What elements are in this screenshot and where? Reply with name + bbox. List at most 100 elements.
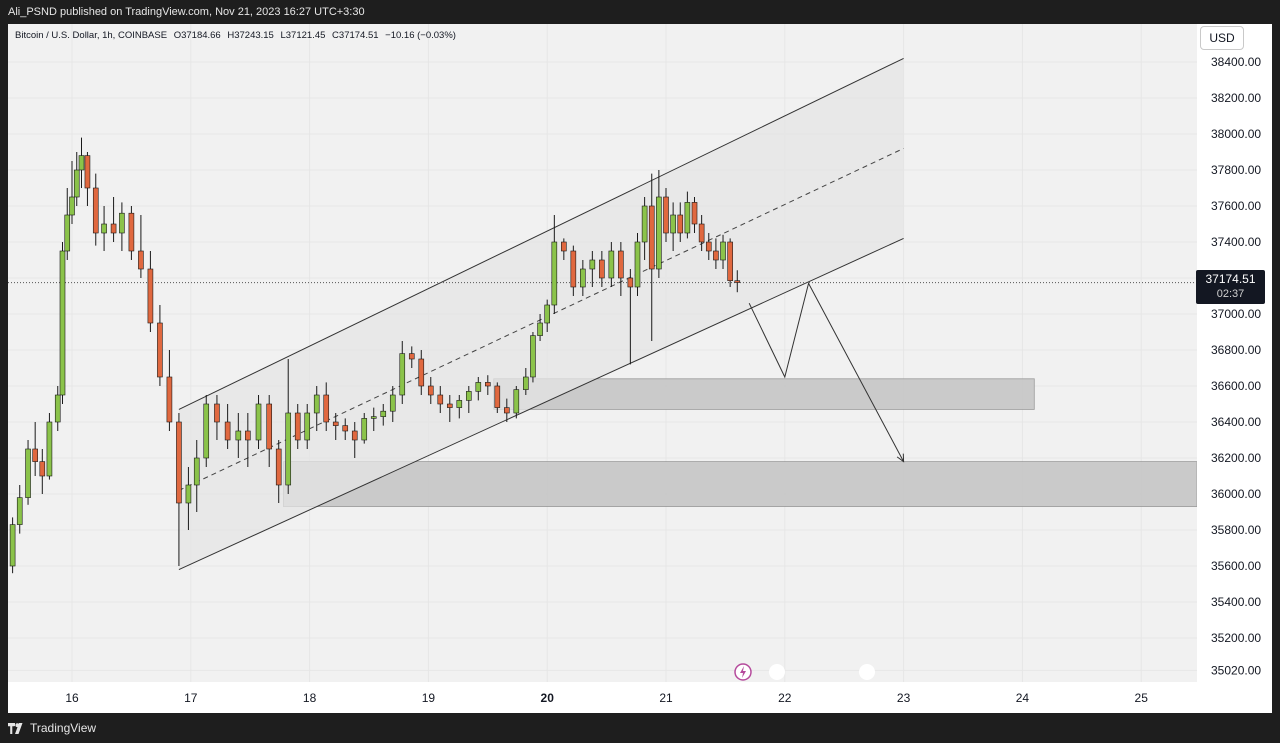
price-tick-label: 35020.00 — [1211, 663, 1261, 677]
legend-high: H37243.15 — [227, 30, 274, 41]
candle-body-up — [185, 484, 192, 504]
candle — [530, 332, 536, 383]
price-tick-label: 37000.00 — [1211, 307, 1261, 321]
candles — [9, 137, 741, 574]
candle-body-up — [380, 410, 387, 417]
candle — [342, 418, 349, 440]
candle-body-down — [275, 448, 282, 486]
tradingview-logo-icon — [8, 722, 26, 734]
legend-close: C37174.51 — [332, 30, 379, 41]
candle — [147, 251, 154, 332]
candle-body-up — [193, 457, 200, 486]
candle-body-up — [389, 394, 396, 412]
event-markers — [734, 663, 875, 681]
candle-body-down — [677, 214, 684, 234]
candle-body-up — [544, 304, 551, 324]
candle-body-down — [561, 241, 567, 252]
candle — [255, 395, 262, 449]
channel-upper-line — [178, 57, 904, 410]
candle — [427, 377, 434, 404]
chart-frame[interactable]: Bitcoin / U.S. Dollar, 1h, COINBASE O371… — [8, 24, 1272, 713]
candle-body-down — [408, 353, 415, 360]
candle-body-down — [224, 421, 231, 441]
candle — [648, 173, 655, 341]
candle-body-down — [110, 223, 117, 234]
time-axis[interactable]: 16 17 18 19 20 21 22 23 24 25 — [8, 682, 1197, 713]
candle — [475, 377, 482, 401]
candle-body-up — [370, 416, 377, 419]
price-tick-label: 37800.00 — [1211, 163, 1261, 177]
candle-body-up — [119, 212, 125, 234]
projection-arrowhead — [896, 453, 905, 463]
candle-body-down — [437, 394, 444, 405]
candle — [176, 413, 182, 566]
candle — [101, 206, 107, 251]
price-axis-labels: 38400.00 38200.00 38000.00 37800.00 37600.00… — [1211, 55, 1261, 677]
legend-low: L37121.45 — [280, 30, 326, 41]
candle — [618, 242, 624, 296]
candle-body-down — [84, 155, 91, 189]
candle-body-down — [627, 277, 634, 288]
price-tick-label: 38400.00 — [1211, 55, 1261, 69]
candle-body-down — [214, 403, 220, 423]
candle — [351, 422, 358, 458]
legend-change: −10.16 (−0.03%) — [385, 30, 456, 41]
candle — [73, 152, 80, 206]
candle — [59, 242, 66, 404]
candle-body-up — [59, 250, 66, 396]
candle — [128, 206, 135, 260]
price-axis[interactable]: 38400.00 38200.00 38000.00 37800.00 37600.00… — [1197, 24, 1272, 713]
price-tick-label: 38000.00 — [1211, 127, 1261, 141]
price-tick-label: 35200.00 — [1211, 631, 1261, 645]
candle — [193, 440, 200, 512]
candle — [214, 395, 220, 440]
plot-area[interactable]: Bitcoin / U.S. Dollar, 1h, COINBASE O371… — [8, 24, 1198, 682]
candle-body-down — [266, 403, 273, 450]
candle-body-up — [16, 497, 23, 525]
candle-body-up — [684, 202, 691, 234]
candle — [157, 305, 163, 386]
candle — [294, 404, 301, 449]
tradingview-brand[interactable]: TradingView — [8, 721, 96, 735]
time-tick-label: 18 — [303, 691, 317, 705]
currency-button[interactable]: USD — [1200, 26, 1244, 50]
publisher-line: Ali_PSND published on TradingView.com, N… — [8, 6, 365, 18]
candle-body-up — [720, 241, 726, 261]
brand-name: TradingView — [30, 721, 97, 735]
candle — [698, 215, 705, 251]
candle-body-down — [32, 448, 38, 462]
candle — [235, 413, 242, 458]
candle — [285, 359, 292, 494]
candle — [138, 215, 144, 278]
candle-body-up — [304, 412, 311, 441]
candle-body-up — [54, 394, 61, 423]
candle — [313, 386, 320, 431]
candle — [465, 386, 472, 413]
price-tick-label: 35600.00 — [1211, 559, 1261, 573]
candle — [627, 269, 634, 365]
publisher-bar: Ali_PSND published on TradingView.com, N… — [0, 0, 1280, 24]
candle-body-up — [641, 205, 648, 243]
candle-body-down — [705, 241, 712, 252]
candle-body-up — [235, 430, 242, 441]
candle-body-up — [551, 241, 558, 306]
candle — [380, 404, 387, 426]
candle-body-down — [663, 196, 669, 234]
candle — [570, 245, 577, 296]
legend-open: O37184.66 — [173, 30, 221, 41]
time-tick-label: 16 — [65, 691, 79, 705]
time-tick-label: 19 — [422, 691, 436, 705]
support-zone — [283, 461, 1198, 508]
candle — [78, 137, 85, 188]
candle — [119, 202, 125, 251]
candle — [275, 440, 282, 503]
candle-body-up — [101, 223, 107, 234]
chart-plot[interactable] — [8, 24, 1198, 682]
candle-body-up — [475, 382, 482, 392]
candle-body-down — [294, 412, 301, 441]
candle-body-up — [64, 214, 71, 252]
price-tick-label: 36400.00 — [1211, 415, 1261, 429]
candle — [437, 386, 444, 413]
candle-body-up — [285, 412, 292, 486]
candle-body-down — [648, 205, 655, 270]
